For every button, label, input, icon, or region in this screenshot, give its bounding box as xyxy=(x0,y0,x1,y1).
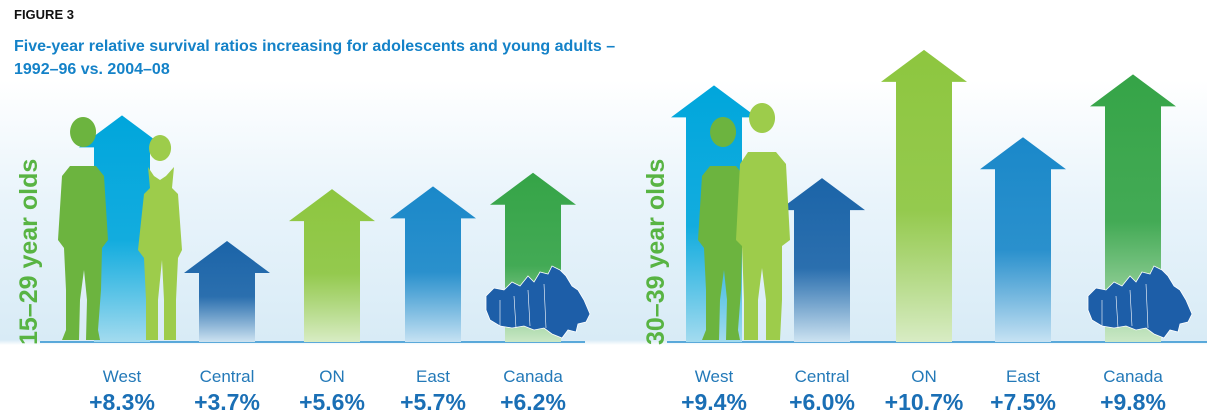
category-label-canada: Canada xyxy=(503,367,563,386)
value-label-east: +5.7% xyxy=(400,389,466,415)
value-label-central: +3.7% xyxy=(194,389,260,415)
panel-15-29: 15–29 year olds West +8.3% Central +3.7% ON +… xyxy=(15,115,591,415)
category-label-east: East xyxy=(1006,367,1040,386)
panel-label-30-39: 30–39 year olds xyxy=(642,159,670,345)
person-silhouette-male-light xyxy=(736,103,790,340)
category-label-east: East xyxy=(416,367,450,386)
canada-map-icon xyxy=(485,265,591,339)
category-label-on: ON xyxy=(319,367,345,386)
bar-arrow-on xyxy=(289,189,375,342)
figure-title: Five-year relative survival ratios incre… xyxy=(14,38,616,78)
bar-arrow-on xyxy=(881,49,967,343)
person-silhouette-female xyxy=(138,135,182,340)
category-label-on: ON xyxy=(911,367,937,386)
person-silhouette-male xyxy=(698,117,748,340)
bar-arrow-east xyxy=(390,186,476,342)
value-label-canada: +6.2% xyxy=(500,389,566,415)
panel-label-15-29: 15–29 year olds xyxy=(15,159,43,345)
bar-arrow-east xyxy=(980,137,1066,342)
canada-map-icon xyxy=(1087,265,1193,339)
value-label-west: +9.4% xyxy=(681,389,747,415)
figure-label: FIGURE 3 xyxy=(14,7,74,22)
category-label-central: Central xyxy=(795,367,850,386)
value-label-west: +8.3% xyxy=(89,389,155,415)
category-label-canada: Canada xyxy=(1103,367,1163,386)
bar-arrow-central xyxy=(779,178,865,342)
value-label-on: +5.6% xyxy=(299,389,365,415)
bar-arrow-central xyxy=(184,240,270,342)
value-label-canada: +9.8% xyxy=(1100,389,1166,415)
value-label-on: +10.7% xyxy=(885,389,964,415)
panel-30-39: 30–39 year olds West +9.4% Central +6.0% ON +… xyxy=(642,49,1207,415)
category-label-west: West xyxy=(103,367,142,386)
value-label-central: +6.0% xyxy=(789,389,855,415)
category-label-west: West xyxy=(695,367,734,386)
value-label-east: +7.5% xyxy=(990,389,1056,415)
category-label-central: Central xyxy=(200,367,255,386)
person-silhouette-male xyxy=(58,117,108,340)
